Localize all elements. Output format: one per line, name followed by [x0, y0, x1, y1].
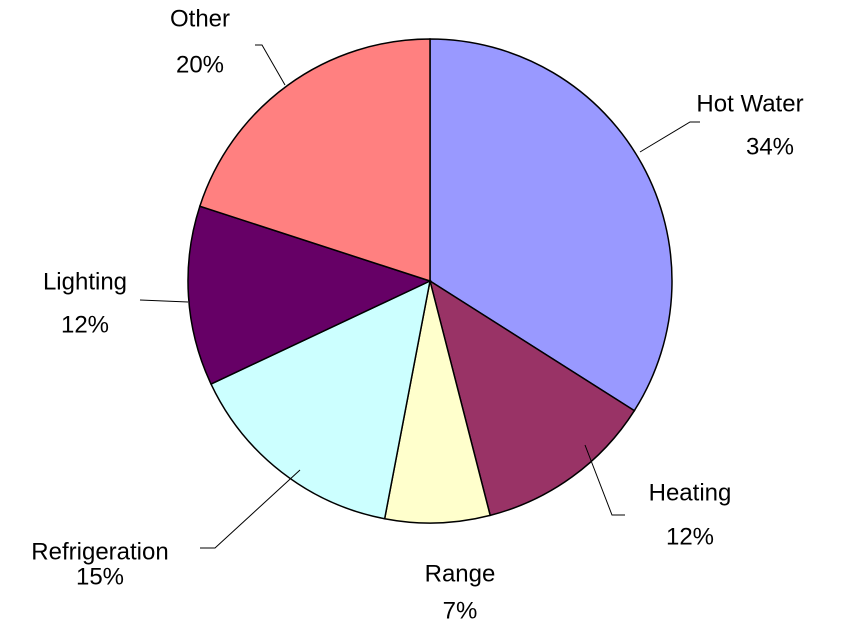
slice-label: Heating [649, 479, 732, 506]
pie-slice [428, 279, 636, 517]
slice-label: Lighting [43, 268, 127, 295]
slice-label: Hot Water [696, 90, 803, 117]
slice-value-label: 12% [61, 311, 109, 338]
slice-value-label: 12% [666, 523, 714, 550]
pie-slice [210, 279, 432, 520]
leader-line [255, 44, 286, 86]
slice-value-label: 7% [443, 597, 478, 624]
leader-line [639, 121, 700, 153]
leader-line [584, 444, 625, 516]
pie-slice [187, 205, 433, 386]
slice-label: Other [170, 5, 230, 32]
slice-label: Range [425, 560, 496, 587]
leader-line [139, 299, 189, 303]
pie-slice [383, 280, 492, 524]
slice-value-label: 20% [176, 51, 224, 78]
slice-label: Refrigeration [31, 538, 168, 565]
pie-slice [429, 38, 673, 412]
slice-value-label: 34% [746, 133, 794, 160]
leader-line [200, 469, 301, 549]
slice-value-label: 15% [76, 563, 124, 590]
pie-slice [198, 38, 431, 283]
